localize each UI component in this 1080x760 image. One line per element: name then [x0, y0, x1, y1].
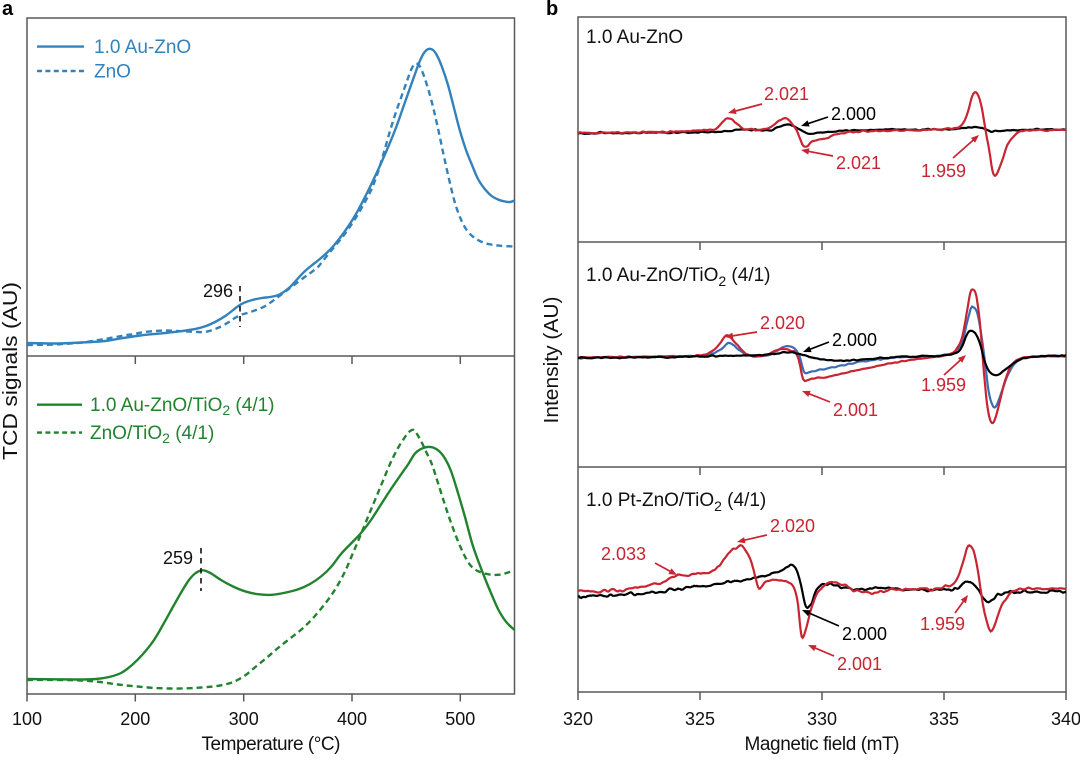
- svg-text:1.0 Au-ZnO: 1.0 Au-ZnO: [586, 27, 683, 48]
- svg-text:325: 325: [685, 709, 715, 729]
- svg-text:1.0 Pt-ZnO/TiO2 (4/1): 1.0 Pt-ZnO/TiO2 (4/1): [586, 490, 766, 514]
- svg-text:2.020: 2.020: [760, 313, 805, 333]
- svg-text:2.021: 2.021: [764, 84, 809, 104]
- svg-text:1.0 Au-ZnO/TiO2 (4/1): 1.0 Au-ZnO/TiO2 (4/1): [90, 395, 275, 418]
- svg-text:TCD signals (AU): TCD signals (AU): [0, 282, 22, 460]
- svg-text:b: b: [546, 0, 558, 20]
- svg-text:Intensity (AU): Intensity (AU): [541, 297, 563, 424]
- svg-text:ZnO: ZnO: [94, 62, 131, 83]
- svg-text:1.959: 1.959: [921, 375, 966, 395]
- svg-text:ZnO/TiO2 (4/1): ZnO/TiO2 (4/1): [90, 423, 214, 446]
- svg-text:1.959: 1.959: [920, 614, 965, 634]
- svg-text:2.033: 2.033: [601, 544, 646, 564]
- svg-text:296: 296: [203, 281, 233, 301]
- svg-text:259: 259: [163, 548, 193, 568]
- svg-text:Magnetic field (mT): Magnetic field (mT): [745, 734, 900, 755]
- svg-text:1.0 Au-ZnO/TiO2 (4/1): 1.0 Au-ZnO/TiO2 (4/1): [586, 265, 771, 289]
- svg-text:200: 200: [120, 709, 150, 729]
- svg-text:100: 100: [12, 709, 42, 729]
- svg-text:a: a: [2, 0, 14, 20]
- svg-text:330: 330: [807, 709, 837, 729]
- svg-text:400: 400: [337, 709, 367, 729]
- svg-text:2.001: 2.001: [833, 400, 878, 420]
- svg-text:320: 320: [563, 709, 593, 729]
- svg-text:300: 300: [229, 709, 259, 729]
- svg-text:2.000: 2.000: [831, 104, 876, 124]
- svg-text:335: 335: [929, 709, 959, 729]
- svg-text:2.021: 2.021: [836, 153, 881, 173]
- svg-text:2.020: 2.020: [770, 516, 815, 536]
- svg-text:2.000: 2.000: [832, 330, 877, 350]
- svg-text:1.959: 1.959: [921, 161, 966, 181]
- svg-text:2.000: 2.000: [842, 624, 887, 644]
- svg-text:1.0 Au-ZnO: 1.0 Au-ZnO: [94, 37, 191, 58]
- svg-text:2.001: 2.001: [837, 654, 882, 674]
- svg-text:500: 500: [445, 709, 475, 729]
- svg-text:Temperature (°C): Temperature (°C): [202, 734, 341, 755]
- svg-text:340: 340: [1051, 709, 1080, 729]
